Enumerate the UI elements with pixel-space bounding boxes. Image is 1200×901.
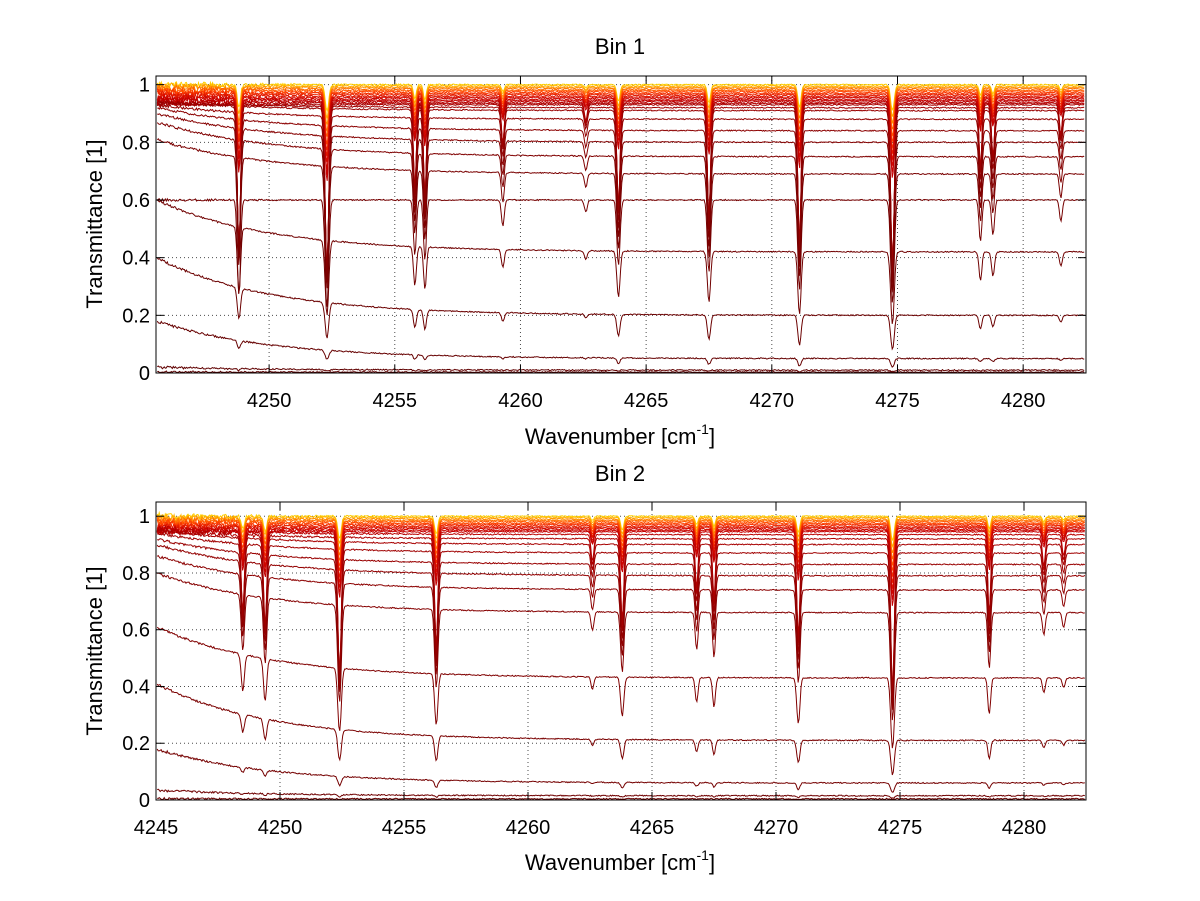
- bin-1-y-axis-label: Transmittance [1]: [82, 139, 107, 308]
- spectrum-line: [156, 257, 1085, 351]
- y-tick-label: 0.6: [122, 190, 150, 212]
- x-tick-label: 4260: [506, 817, 551, 839]
- spectrum-line: [156, 683, 1086, 776]
- y-tick-label: 0: [139, 363, 150, 385]
- bin-2-title: Bin 2: [595, 461, 645, 486]
- x-tick-label: 4265: [630, 817, 675, 839]
- spectrum-line: [156, 138, 1085, 293]
- spectrum-line: [156, 80, 1085, 112]
- x-tick-label: 4280: [1002, 817, 1047, 839]
- spectrum-line: [156, 544, 1086, 706]
- spectrum-line: [157, 796, 1085, 801]
- x-tick-label: 4245: [134, 817, 179, 839]
- spectrum-line: [156, 96, 1085, 181]
- bin-1-axes-box: [155, 75, 1087, 374]
- spectrum-line: [157, 113, 1085, 280]
- x-tick-label: 4275: [875, 390, 920, 412]
- x-tick-label: 4280: [1001, 390, 1046, 412]
- bin-2-y-ticks: 0 0.2 0.4 0.6 0.8 1: [122, 506, 1086, 812]
- x-tick-label: 4260: [498, 390, 543, 412]
- spectrum-line: [156, 626, 1085, 749]
- bin-2-y-axis-label: Transmittance [1]: [82, 566, 107, 735]
- spectrum-line: [156, 82, 1085, 119]
- bin-1-y-ticks: 0 0.2 0.4 0.6 0.8 1: [122, 75, 1086, 385]
- y-tick-label: 0.4: [122, 676, 150, 698]
- bin-2-axes-box: [155, 501, 1087, 801]
- bin-1-series: [156, 80, 1085, 374]
- y-tick-label: 0.6: [122, 620, 150, 642]
- bin-2-x-ticks: 4245 4250 4255 4260 4265 4270 4275 4280: [134, 502, 1047, 839]
- y-tick-label: 0.8: [122, 563, 150, 585]
- x-tick-label: 4255: [382, 817, 427, 839]
- spectrum-line: [157, 106, 1085, 275]
- spectrum-line: [157, 197, 1085, 307]
- bin-1-x-ticks: 4250 4255 4260 4265 4270 4275 4280: [247, 76, 1046, 412]
- spectrum-line: [156, 526, 1085, 606]
- bin-1-x-axis-label: Wavenumber [cm-1]: [525, 421, 715, 449]
- spectrum-line: [157, 572, 1085, 721]
- spectrum-line: [156, 554, 1085, 711]
- spectrum-line: [156, 320, 1085, 368]
- bin-1-panel: Bin 1 4250 4255 4260 4265 4270 4275 4280 00.20…: [82, 34, 1087, 449]
- y-tick-label: 0: [139, 790, 150, 812]
- bin-2-panel: Bin 2 4245 4250 4255 4260 4265 4270 4275 4280 0…: [82, 461, 1087, 875]
- spectrum-line: [156, 748, 1085, 793]
- y-tick-label: 0.2: [122, 305, 150, 327]
- bin-1-title: Bin 1: [595, 34, 645, 59]
- y-tick-label: 0.4: [122, 248, 150, 270]
- spectrum-line: [157, 199, 1085, 324]
- x-tick-label: 4250: [258, 817, 303, 839]
- y-tick-label: 1: [139, 75, 150, 97]
- x-tick-label: 4270: [750, 390, 795, 412]
- y-tick-label: 1: [139, 506, 150, 528]
- spectrum-line: [156, 122, 1085, 285]
- bin-2-x-axis-label: Wavenumber [cm-1]: [525, 847, 715, 875]
- x-tick-label: 4275: [878, 817, 923, 839]
- x-tick-label: 4255: [373, 390, 418, 412]
- y-tick-label: 0.2: [122, 733, 150, 755]
- y-tick-label: 0.8: [122, 132, 150, 154]
- bin-2-series: [156, 510, 1086, 801]
- x-tick-label: 4265: [624, 390, 669, 412]
- x-tick-label: 4270: [754, 817, 799, 839]
- spectrum-line: [157, 365, 1085, 373]
- spectrum-line: [157, 370, 1085, 374]
- spectrum-line: [156, 788, 1086, 799]
- x-tick-label: 4250: [247, 390, 292, 412]
